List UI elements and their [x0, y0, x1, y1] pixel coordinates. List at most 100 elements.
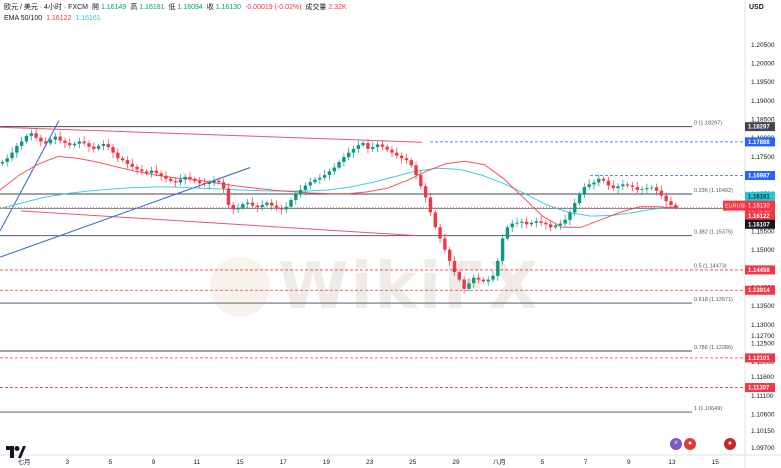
fib-level-label: 0 (1.18297) — [694, 121, 722, 127]
x-tick-label: 9 — [152, 459, 156, 466]
candle-body — [592, 182, 596, 185]
x-tick-label: 13 — [668, 459, 676, 466]
price-tag-box — [745, 122, 775, 132]
price-tag-box — [745, 383, 775, 393]
price-tag: 1.16161 — [745, 191, 775, 201]
candle-body — [58, 136, 62, 141]
candle-body — [659, 190, 664, 196]
close-value: 1.16130 — [215, 4, 242, 11]
high-label: 高 — [130, 4, 138, 11]
candle-body — [120, 158, 125, 161]
x-tick-label: 七月 — [18, 457, 31, 466]
candle-body — [616, 186, 620, 189]
candle-body — [19, 141, 24, 146]
y-tick-label: 1.20000 — [751, 61, 775, 68]
price-tag: 1.18297 — [745, 122, 775, 132]
candle-body — [342, 157, 346, 162]
ema-label: EMA 50/100 — [4, 15, 43, 22]
candle-body — [356, 145, 361, 149]
open-label: 開 — [91, 4, 99, 11]
price-tag-value: 1.18297 — [748, 125, 770, 131]
candle-body — [375, 144, 380, 148]
y-tick-label: 1.20500 — [751, 42, 775, 49]
candle-body — [289, 200, 293, 207]
candle-body — [149, 170, 154, 174]
candle-body — [274, 205, 279, 208]
price-tag: 1.16107 — [745, 219, 775, 229]
candle-body — [448, 249, 452, 261]
candle-body — [390, 149, 394, 153]
candle-body — [601, 178, 606, 181]
tradingview-logo-icon[interactable] — [6, 446, 26, 460]
fib-level-label: 0.382 (1.15375) — [694, 230, 733, 236]
fib-level-label: 1 (1.10649) — [694, 406, 722, 412]
x-tick-label: 11 — [193, 459, 200, 466]
channel-upper-line — [0, 126, 423, 143]
candle-body — [15, 145, 19, 153]
candle-body — [44, 141, 48, 144]
price-tag-value: 1.11307 — [748, 386, 770, 392]
candle-body — [361, 142, 365, 146]
candle-body — [318, 177, 322, 180]
price-tag-box — [745, 219, 775, 229]
volume-label: 成交量 — [305, 4, 327, 11]
candle-body — [635, 186, 639, 190]
candle-body — [486, 279, 490, 282]
price-tag-value: 1.17888 — [748, 140, 770, 146]
candle-body — [68, 142, 72, 146]
candle-body — [414, 165, 418, 176]
ema100-line — [0, 167, 679, 217]
candle-body — [72, 143, 77, 146]
candle-body — [347, 152, 351, 158]
fib-level-label: 0.618 (1.13571) — [694, 297, 733, 303]
price-tag-box — [745, 171, 775, 181]
price-tag-box — [745, 137, 775, 147]
price-tag-value: 1.16161 — [748, 194, 770, 200]
price-tag-value: 1.12101 — [748, 356, 770, 362]
candle-body — [332, 167, 336, 172]
price-tag-box — [745, 211, 775, 221]
price-tag: 1.17888 — [745, 137, 775, 147]
candle-body — [481, 279, 486, 282]
y-tick-label: 1.12500 — [751, 341, 775, 348]
price-tag: 1.13914 — [745, 285, 775, 295]
x-tick-label: 19 — [323, 459, 331, 466]
candle-body — [529, 222, 534, 225]
ohlc-legend: 欧元 / 美元 · 4小时 · FXCM 開 1.16149 高 1.16181 低… — [4, 3, 349, 13]
candle-body — [29, 133, 33, 136]
candle-body — [0, 161, 5, 164]
ema50-value: 1.16122 — [46, 15, 72, 22]
candle-body — [241, 204, 245, 208]
y-tick-label: 1.15000 — [751, 247, 775, 254]
candle-body — [496, 260, 500, 276]
candle-body — [298, 189, 303, 195]
candle-body — [96, 145, 101, 149]
candle-body — [630, 185, 635, 187]
price-tag: 1.11307 — [745, 383, 775, 393]
candle-body — [669, 201, 673, 205]
candle-body — [250, 202, 255, 206]
candle-body — [169, 178, 173, 182]
y-tick-label: 1.12700 — [751, 333, 775, 340]
x-tick-label: 5 — [541, 459, 545, 466]
y-tick-label: 1.10600 — [751, 411, 775, 418]
candle-body — [438, 227, 442, 239]
candle-body — [366, 142, 370, 149]
event-flag-icon[interactable]: ⚡ — [670, 438, 682, 450]
ema-legend[interactable]: EMA 50/100 1.16122 1.16161 — [4, 14, 103, 24]
ema50-line — [0, 155, 679, 228]
x-tick-label: 23 — [366, 459, 374, 466]
candle-body — [193, 178, 197, 182]
candle-body — [640, 189, 644, 191]
us-flag-icon[interactable]: ● — [724, 438, 736, 450]
candle-body — [654, 187, 659, 191]
trendline-line — [0, 120, 60, 232]
candle-body — [202, 183, 207, 185]
candle-body — [395, 152, 399, 156]
eu-flag-icon[interactable]: ● — [684, 438, 696, 450]
candle-body — [573, 203, 577, 213]
candle-body — [39, 137, 43, 142]
candle-body — [467, 283, 471, 289]
y-tick-label: 1.19000 — [751, 98, 775, 105]
